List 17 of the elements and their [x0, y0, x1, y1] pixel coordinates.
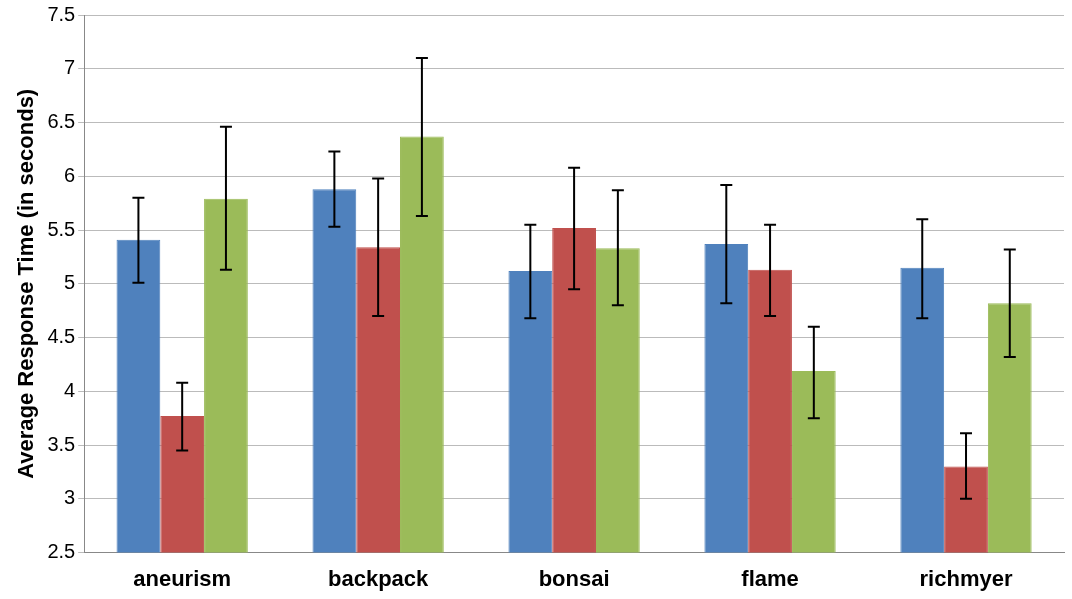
y-axis-title: Average Response Time (in seconds) [13, 88, 39, 479]
x-tick-label: bonsai [538, 565, 610, 591]
x-tick-label: backpack [327, 565, 430, 591]
y-tick-label: 6.5 [47, 110, 76, 133]
y-tick-label: 3 [64, 486, 76, 509]
y-tick-label: 3.5 [47, 432, 76, 455]
y-tick-label: 2.5 [47, 540, 76, 563]
y-tick-label: 4 [64, 378, 76, 401]
x-tick-label: flame [741, 565, 799, 591]
y-tick-label: 7 [64, 56, 76, 79]
y-tick-label: 5 [64, 271, 76, 294]
x-tick-label: aneurism [133, 565, 232, 591]
y-tick-label: 7.5 [47, 2, 76, 25]
x-tick-label: richmyer [919, 565, 1013, 591]
y-tick-label: 5.5 [47, 217, 76, 240]
y-tick-label: 6 [64, 163, 76, 186]
y-tick-label: 4.5 [47, 325, 76, 348]
